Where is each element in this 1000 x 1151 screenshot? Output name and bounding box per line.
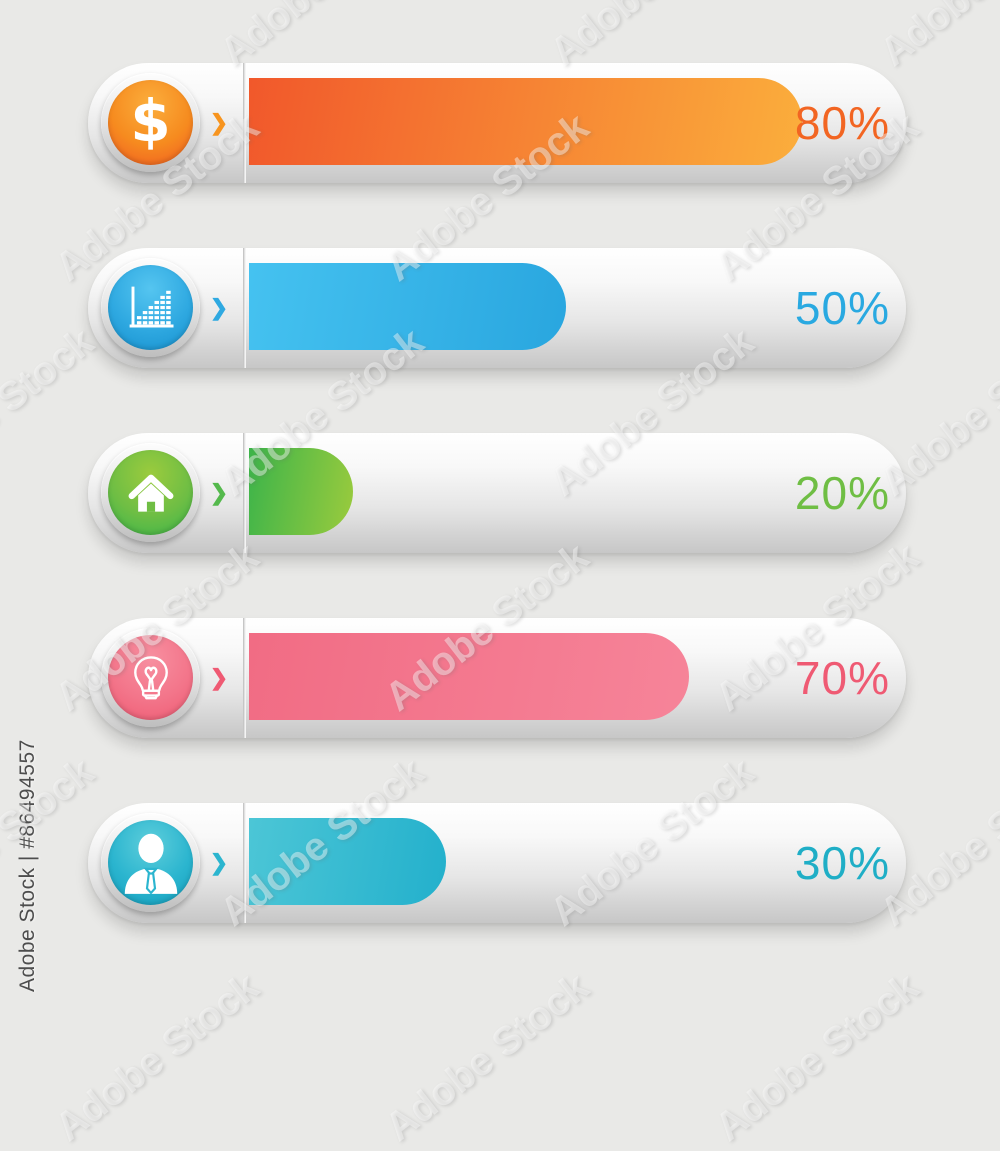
bar-track[interactable]: ❯ 50% <box>88 248 906 368</box>
watermark-text: Adobe Stock <box>47 964 267 1150</box>
user-glyph <box>124 833 177 895</box>
progress-fill <box>249 818 446 905</box>
percent-label: 20% <box>794 467 890 519</box>
bar-track[interactable]: ❯ 30% <box>88 803 906 923</box>
lightbulb-icon <box>108 635 193 720</box>
percent-label: 80% <box>794 97 890 149</box>
bar-chart-glyph <box>129 286 173 327</box>
divider-line <box>243 433 246 553</box>
dollar-icon: $ <box>108 80 193 165</box>
icon-button[interactable]: $ <box>101 73 200 172</box>
icon-button[interactable] <box>101 258 200 357</box>
chevron-right-icon: ❯ <box>209 665 229 690</box>
icon-button[interactable] <box>101 813 200 912</box>
icon-button[interactable] <box>101 443 200 542</box>
stock-id-watermark: Adobe Stock | #86494557 <box>16 739 39 992</box>
progress-row-statistics: ❯ 50% <box>88 248 906 368</box>
percent-label: 30% <box>794 837 890 889</box>
bar-track[interactable]: $ ❯ 80% <box>88 63 906 183</box>
lightbulb-glyph <box>133 655 168 699</box>
home-icon <box>108 450 193 535</box>
progress-fill <box>249 633 689 720</box>
progress-fill <box>249 448 353 535</box>
progress-fill <box>249 263 566 350</box>
percent-label: 70% <box>794 652 890 704</box>
home-glyph <box>128 474 173 512</box>
progress-row-user: ❯ 30% <box>88 803 906 923</box>
chevron-right-icon: ❯ <box>209 295 229 320</box>
bar-chart-icon <box>108 265 193 350</box>
bar-track[interactable]: ❯ 70% <box>88 618 906 738</box>
progress-fill <box>249 78 802 165</box>
divider-line <box>243 618 246 738</box>
bar-track[interactable]: ❯ 20% <box>88 433 906 553</box>
chevron-right-icon: ❯ <box>209 480 229 505</box>
watermark-text: Adobe Stock <box>707 964 927 1150</box>
divider-line <box>243 248 246 368</box>
divider-line <box>243 63 246 183</box>
dollar-glyph: $ <box>130 86 171 155</box>
progress-row-idea: ❯ 70% <box>88 618 906 738</box>
percent-label: 50% <box>794 282 890 334</box>
progress-row-home: ❯ 20% <box>88 433 906 553</box>
chevron-right-icon: ❯ <box>209 110 229 135</box>
icon-button[interactable] <box>101 628 200 727</box>
divider-line <box>243 803 246 923</box>
user-icon <box>108 820 193 905</box>
watermark-text: Adobe Stock <box>377 964 597 1150</box>
progress-row-money: $ ❯ 80% <box>88 63 906 183</box>
chevron-right-icon: ❯ <box>209 850 229 875</box>
